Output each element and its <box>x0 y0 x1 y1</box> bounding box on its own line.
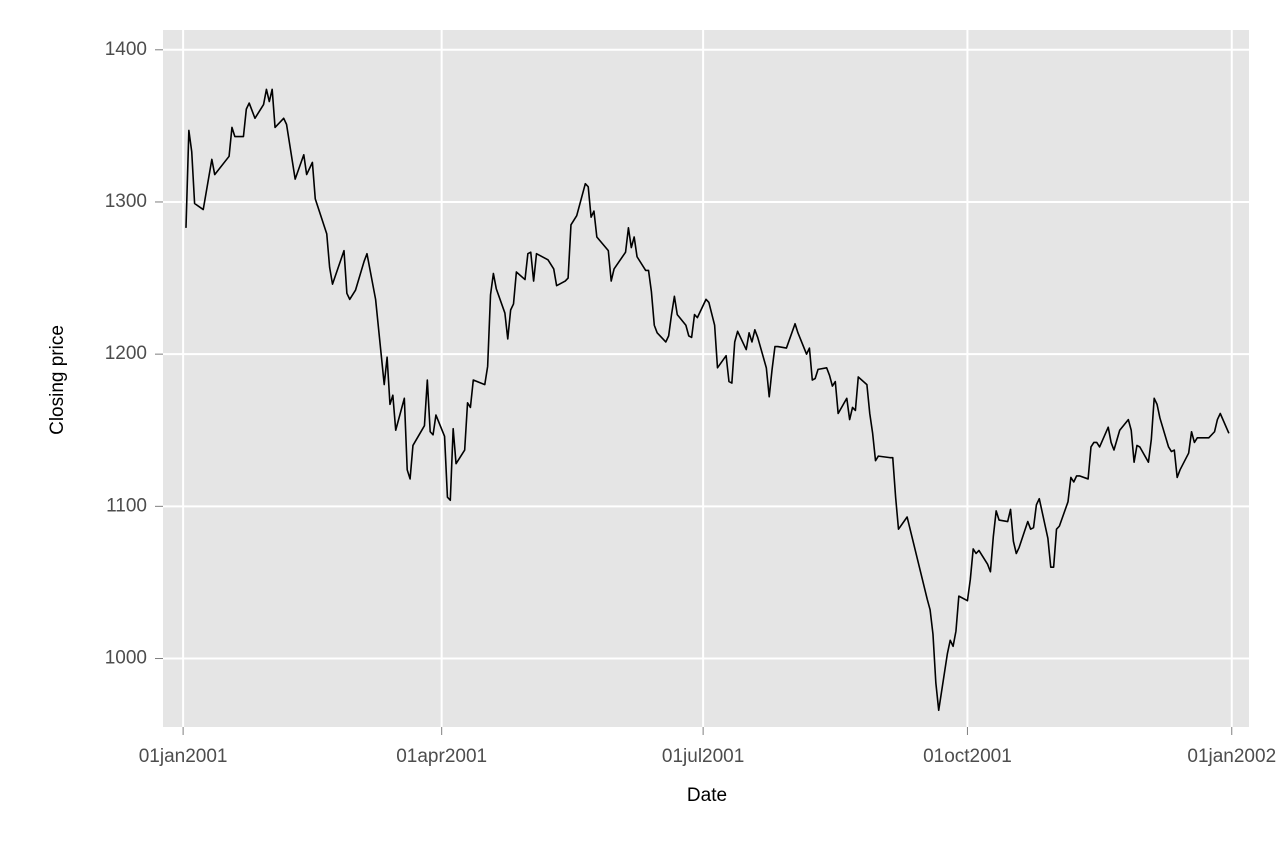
x-tick-label: 01oct2001 <box>923 746 1012 767</box>
plot-background <box>163 30 1249 727</box>
x-tick-label: 01apr2001 <box>396 746 487 767</box>
x-tick-label: 01jan2002 <box>1187 746 1276 767</box>
y-tick-label: 1200 <box>105 343 147 364</box>
y-tick-label: 1100 <box>106 495 147 516</box>
x-axis-title: Date <box>687 785 727 806</box>
y-tick-label: 1300 <box>105 191 147 212</box>
y-axis-title: Closing price <box>47 325 68 435</box>
y-tick-label: 1000 <box>105 648 147 669</box>
x-tick-label: 01jan2001 <box>139 746 228 767</box>
x-tick-label: 01jul2001 <box>662 746 744 767</box>
y-tick-label: 1400 <box>105 39 147 60</box>
price-line <box>185 88 1230 712</box>
